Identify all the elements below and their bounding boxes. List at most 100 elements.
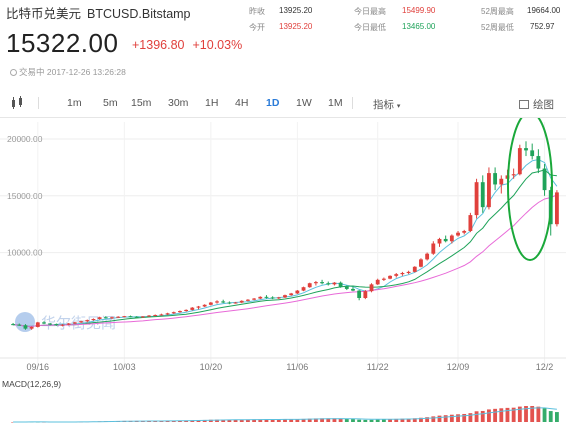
macd-bar — [462, 413, 467, 422]
yesterday-close-label: 昨收 — [249, 7, 265, 16]
candle-body — [42, 322, 46, 324]
macd-bar — [456, 414, 460, 422]
candle-body — [258, 296, 263, 299]
day-low-label: 今日最低 — [354, 23, 386, 32]
candle-body — [227, 302, 232, 304]
candle-body — [202, 304, 207, 307]
candle-body — [91, 318, 96, 321]
macd-bar — [499, 408, 504, 422]
period-1d[interactable]: 1D — [266, 97, 280, 109]
candle-body — [116, 316, 121, 318]
macd-bar — [357, 419, 362, 422]
candle-body — [147, 315, 151, 317]
macd-bar — [394, 418, 399, 422]
macd-bar — [233, 419, 238, 422]
candle-body — [456, 232, 460, 236]
watermark-text: 华尔街见闻 — [41, 314, 116, 332]
macd-bar — [270, 419, 275, 422]
price-change: +1396.80 +10.03% — [132, 38, 242, 52]
candle-body — [66, 323, 71, 325]
candle-body — [252, 298, 257, 300]
moving-average-line — [13, 169, 557, 327]
period-1mo[interactable]: 1M — [328, 97, 343, 109]
chart-toolbar: 1m 5m 15m 30m 1H 4H 1D 1W 1M 指标 ▾ 绘图 — [0, 88, 566, 118]
macd-bar — [313, 418, 318, 422]
macd-bar — [351, 419, 355, 422]
period-5m[interactable]: 5m — [103, 97, 118, 109]
candle-body — [425, 253, 430, 260]
period-15m[interactable]: 15m — [131, 97, 152, 109]
macd-bar — [449, 414, 454, 422]
period-1w[interactable]: 1W — [296, 97, 312, 109]
period-1h[interactable]: 1H — [205, 97, 219, 109]
candle-body — [394, 274, 399, 276]
candle-body — [301, 287, 306, 291]
macd-bar — [493, 408, 498, 422]
candle-body — [196, 306, 201, 308]
candle-body — [480, 182, 485, 208]
draw-button[interactable]: 绘图 — [519, 97, 554, 112]
candle-body — [363, 291, 368, 298]
candle-body — [536, 156, 541, 169]
candlestick-type-icon[interactable] — [10, 96, 26, 110]
period-1m[interactable]: 1m — [67, 97, 82, 109]
candle-body — [487, 173, 491, 208]
candle-body — [524, 148, 528, 151]
candle-body — [264, 296, 269, 298]
candle-body — [270, 297, 275, 299]
period-4h[interactable]: 4H — [235, 97, 249, 109]
macd-bar — [487, 409, 491, 422]
macd-bar — [505, 407, 510, 422]
macd-bar — [388, 419, 392, 422]
candle-body — [23, 325, 28, 329]
macd-bar — [190, 420, 195, 422]
x-tick-label: 11/22 — [367, 362, 389, 372]
macd-bar — [363, 419, 368, 422]
day-high-value: 15499.90 — [402, 6, 436, 15]
x-tick-label: 10/20 — [200, 362, 223, 372]
candle-body — [431, 243, 436, 254]
candle-body — [344, 286, 349, 289]
caret-down-icon: ▾ — [396, 103, 401, 110]
candle-body — [468, 215, 473, 231]
macd-bar — [437, 415, 442, 422]
y-tick-label: 20000.00 — [7, 134, 43, 144]
macd-bar — [196, 420, 201, 422]
price-chart[interactable]: 20000.00 15000.00 10000.00 09/16 10/03 10/20 1… — [0, 118, 566, 423]
candle-body — [110, 317, 114, 319]
macd-bar — [412, 418, 417, 422]
candle-body — [221, 301, 226, 303]
macd-bar — [264, 419, 269, 422]
macd-bar — [276, 419, 281, 422]
open-value: 13925.20 — [279, 22, 313, 31]
candle-body — [233, 302, 238, 304]
candle-body — [239, 300, 244, 303]
macd-bar — [301, 418, 306, 422]
macd-bar — [406, 418, 411, 422]
candle-body — [295, 290, 300, 294]
period-30m[interactable]: 30m — [168, 97, 189, 109]
candle-body — [493, 173, 498, 185]
clock-icon — [10, 69, 17, 76]
candle-body — [307, 283, 312, 288]
candle-body — [313, 282, 318, 284]
indicator-menu[interactable]: 指标 ▾ — [373, 97, 400, 112]
macd-bar — [474, 411, 479, 422]
macd-bar — [326, 418, 331, 422]
instrument-name: 比特币兑美元 — [6, 7, 82, 21]
candle-body — [122, 316, 127, 318]
candle-body — [165, 313, 170, 315]
candle-body — [159, 314, 164, 316]
x-tick-label: 12/09 — [447, 362, 470, 372]
open-label: 今开 — [249, 23, 265, 32]
macd-bar — [283, 419, 287, 422]
candle-body — [128, 316, 133, 318]
instrument-symbol: BTCUSD.Bitstamp — [87, 7, 191, 21]
candle-body — [375, 279, 380, 285]
candle-body — [554, 192, 559, 225]
candle-body — [381, 278, 386, 280]
candle-body — [351, 288, 355, 291]
candle-body — [511, 174, 516, 176]
candle-body — [184, 309, 189, 312]
